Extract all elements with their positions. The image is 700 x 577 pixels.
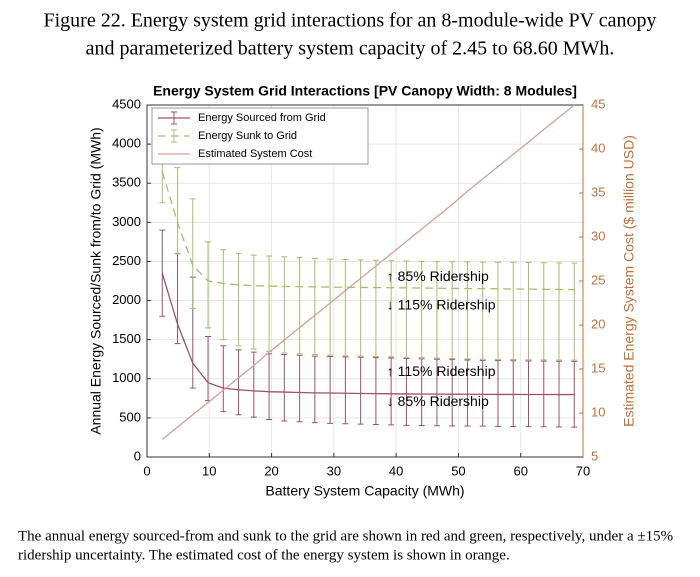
y-tick-label: 4500 xyxy=(112,96,141,111)
error-bar xyxy=(403,260,410,358)
y2-tick-label: 25 xyxy=(591,272,605,287)
error-bar xyxy=(281,354,288,422)
error-bar xyxy=(327,258,334,356)
error-bar xyxy=(220,345,227,413)
error-bar xyxy=(388,260,395,358)
x-tick-label: 40 xyxy=(389,463,403,478)
error-bar xyxy=(540,262,547,361)
y2-tick-label: 15 xyxy=(591,360,605,375)
error-bar xyxy=(464,359,471,427)
caption-top: Figure 22. Energy system grid interactio… xyxy=(43,10,656,32)
error-bar xyxy=(296,354,303,423)
series-line xyxy=(161,104,575,440)
y-tick-label: 1000 xyxy=(112,370,141,385)
chart-title: Energy System Grid Interactions [PV Cano… xyxy=(153,83,577,99)
error-bar xyxy=(357,356,364,425)
y2-tick-label: 45 xyxy=(591,96,605,111)
error-bar xyxy=(388,357,395,426)
annotation: ↓ 85% Ridership xyxy=(387,393,489,409)
y2-tick-label: 20 xyxy=(591,316,605,331)
y2-axis-label: Estimated Energy System Cost ($ million … xyxy=(621,135,637,427)
legend-label: Estimated System Cost xyxy=(198,148,312,160)
error-bar xyxy=(418,260,425,359)
y-tick-label: 3000 xyxy=(112,214,141,229)
error-bar xyxy=(311,257,318,356)
error-bar xyxy=(205,336,212,402)
error-bar xyxy=(449,261,456,359)
legend-label: Energy Sunk to Grid xyxy=(198,130,297,142)
legend-errorbar xyxy=(171,129,177,143)
error-bar xyxy=(235,253,242,347)
error-bar xyxy=(205,241,212,329)
error-bar xyxy=(372,259,379,357)
error-bar xyxy=(479,261,486,360)
x-tick-label: 60 xyxy=(513,463,527,478)
error-bar xyxy=(342,258,349,357)
y-tick-label: 2000 xyxy=(112,292,141,307)
y-tick-label: 0 xyxy=(134,448,141,463)
legend-label: Energy Sourced from Grid xyxy=(198,112,326,124)
error-bar xyxy=(449,359,456,427)
error-bar xyxy=(235,349,242,416)
error-bar xyxy=(418,358,425,427)
y-tick-label: 2500 xyxy=(112,253,141,268)
caption-bottom: ridership uncertainty. The estimated cos… xyxy=(18,547,510,563)
y-tick-label: 500 xyxy=(119,409,141,424)
error-bar xyxy=(357,259,364,357)
x-axis-label: Battery System Capacity (MWh) xyxy=(265,483,464,499)
x-tick-label: 70 xyxy=(576,463,590,478)
error-bar xyxy=(403,357,410,426)
error-bar xyxy=(311,355,318,424)
error-bar xyxy=(571,262,578,361)
error-bar xyxy=(556,262,563,361)
error-bar xyxy=(433,358,440,427)
error-bar xyxy=(250,351,257,418)
error-bar xyxy=(494,261,501,360)
error-bar xyxy=(525,262,532,361)
series-line xyxy=(161,272,575,396)
y2-tick-label: 35 xyxy=(591,184,605,199)
error-bar xyxy=(250,254,257,350)
annotation: ↓ 115% Ridership xyxy=(387,297,496,313)
x-tick-label: 50 xyxy=(451,463,465,478)
caption-bottom: The annual energy sourced-from and sunk … xyxy=(18,528,673,544)
error-bar xyxy=(479,359,486,427)
y-tick-label: 4000 xyxy=(112,136,141,151)
y-tick-label: 1500 xyxy=(112,331,141,346)
legend-errorbar xyxy=(171,111,177,125)
error-bar xyxy=(494,360,501,427)
error-bar xyxy=(510,360,517,427)
x-tick-label: 10 xyxy=(202,463,216,478)
y2-tick-label: 5 xyxy=(591,448,598,463)
y2-tick-label: 10 xyxy=(591,404,605,419)
x-tick-label: 30 xyxy=(327,463,341,478)
y-axis-label: Annual Energy Sourced/Sunk from/to Grid … xyxy=(88,127,104,434)
error-bar xyxy=(220,249,227,341)
error-bar xyxy=(464,261,471,360)
error-bar xyxy=(296,257,303,355)
y-tick-label: 3500 xyxy=(112,175,141,190)
caption-top: and parameterized battery system capacit… xyxy=(86,38,615,60)
error-bar xyxy=(525,360,532,428)
x-tick-label: 20 xyxy=(264,463,278,478)
error-bar xyxy=(189,198,196,309)
error-bar xyxy=(372,357,379,426)
series-line xyxy=(161,171,575,291)
error-bar xyxy=(327,355,334,424)
annotation: ↑ 115% Ridership xyxy=(387,363,496,379)
error-bar xyxy=(342,356,349,425)
y2-tick-label: 40 xyxy=(591,140,605,155)
annotation: ↑ 85% Ridership xyxy=(387,268,489,284)
x-tick-label: 0 xyxy=(143,463,150,478)
error-bar xyxy=(174,167,181,255)
error-bar xyxy=(281,256,288,354)
error-bar xyxy=(510,261,517,361)
error-bar xyxy=(433,261,440,359)
y2-tick-label: 30 xyxy=(591,228,605,243)
